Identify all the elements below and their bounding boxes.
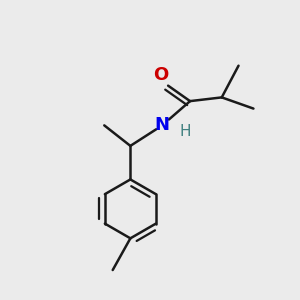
Text: O: O bbox=[154, 66, 169, 84]
Text: N: N bbox=[154, 116, 169, 134]
Text: H: H bbox=[180, 124, 191, 139]
